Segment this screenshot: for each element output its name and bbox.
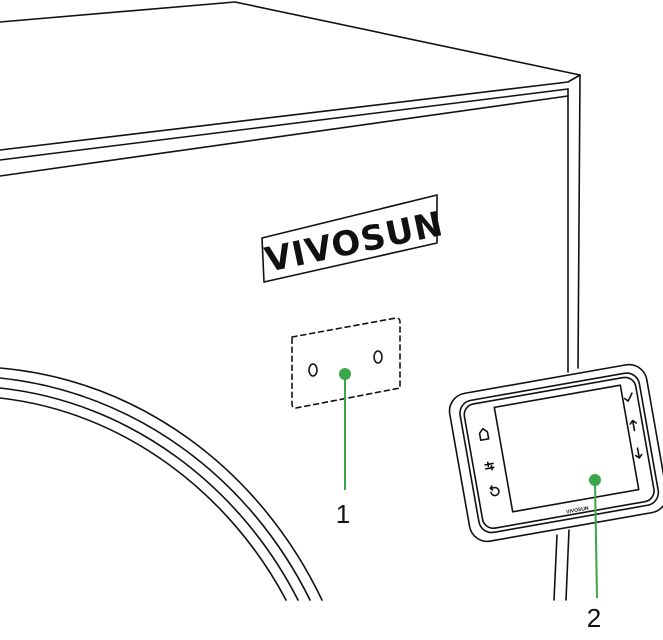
control-display[interactable]: VIVOSUN [447,362,663,544]
sensor-area [291,317,401,409]
callout-label-2: 2 [587,603,601,633]
adjust-icon[interactable] [484,461,495,471]
callout-2: 2 [587,474,601,633]
home-icon[interactable] [478,427,490,442]
cabinet-outline [0,1,581,601]
down-arrow-icon[interactable] [634,447,643,459]
callout-1: 1 [336,368,351,529]
check-icon[interactable] [623,392,633,402]
door-arcs [0,367,323,601]
display-screen [493,384,640,513]
display-brand: VIVOSUN [566,506,590,516]
callout-label-1: 1 [336,499,350,529]
up-arrow-icon[interactable] [629,419,638,432]
back-icon[interactable] [489,485,500,497]
logo-plate: VIVOSUN [261,194,447,283]
